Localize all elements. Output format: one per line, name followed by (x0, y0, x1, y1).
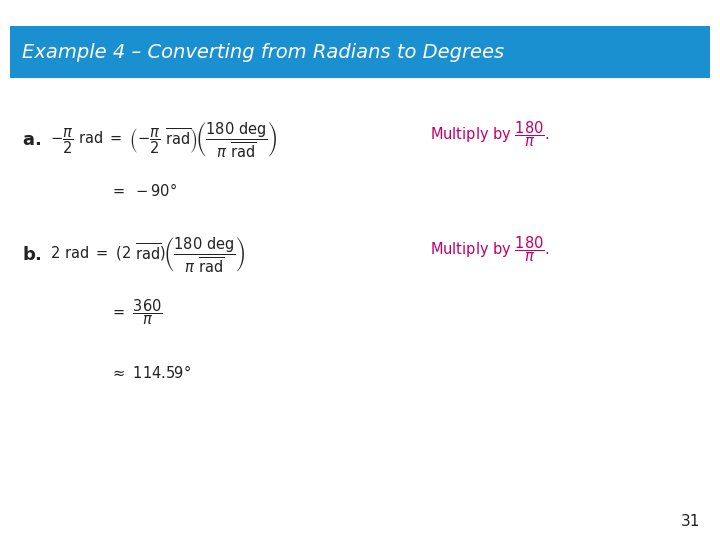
Text: Example 4 – Converting from Radians to Degrees: Example 4 – Converting from Radians to D… (22, 43, 504, 62)
Text: Multiply by $\dfrac{180}{\pi}$.: Multiply by $\dfrac{180}{\pi}$. (430, 119, 550, 149)
Text: $-\dfrac{\pi}{2}\ \mathrm{rad}\ =\ \left(-\dfrac{\pi}{2}\ \overline{\mathrm{rad}: $-\dfrac{\pi}{2}\ \mathrm{rad}\ =\ \left… (50, 120, 278, 160)
Text: $=\ -90\degree$: $=\ -90\degree$ (110, 181, 177, 199)
Text: $\approx\ 114.59\degree$: $\approx\ 114.59\degree$ (110, 363, 191, 381)
Bar (10, 26, 710, 78)
Text: 31: 31 (680, 515, 700, 530)
Text: $\mathbf{a.}$: $\mathbf{a.}$ (22, 131, 41, 149)
Text: Multiply by $\dfrac{180}{\pi}$.: Multiply by $\dfrac{180}{\pi}$. (430, 234, 550, 264)
Text: $2\ \mathrm{rad}\ =\ \left(2\ \overline{\mathrm{rad}}\right)\!\left(\dfrac{180\ : $2\ \mathrm{rad}\ =\ \left(2\ \overline{… (50, 235, 246, 275)
Text: $=\ \dfrac{360}{\pi}$: $=\ \dfrac{360}{\pi}$ (110, 297, 163, 327)
Text: $\mathbf{b.}$: $\mathbf{b.}$ (22, 246, 42, 264)
